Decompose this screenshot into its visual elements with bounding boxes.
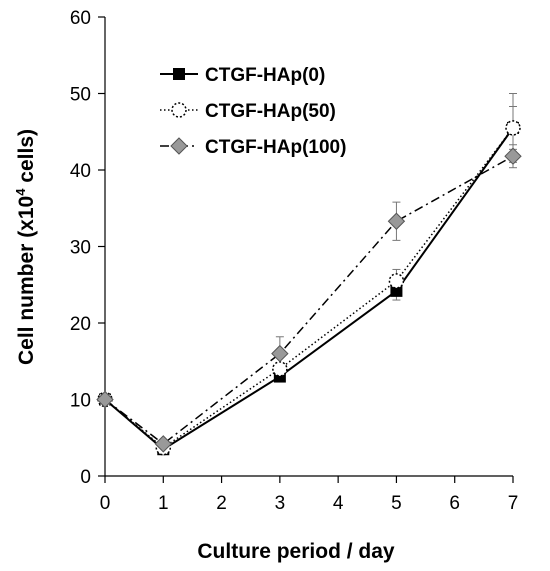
data-point-2	[96, 390, 114, 409]
legend-item-1: CTGF-HAp(50)	[160, 101, 336, 122]
legend-marker-0	[173, 68, 185, 80]
x-tick-label: 7	[508, 493, 519, 514]
data-point-2	[154, 435, 172, 453]
series-line-1	[104, 127, 514, 449]
data-point-2	[271, 344, 289, 363]
y-axis-label-superscript: 4	[13, 188, 28, 196]
y-tick-label: 20	[70, 314, 91, 335]
legend-label-0: CTGF-HAp(0)	[205, 65, 325, 86]
data-point-1	[388, 273, 405, 289]
data-point-2	[504, 147, 522, 165]
legend-label-2: CTGF-HAp(100)	[205, 137, 346, 158]
x-tick-label: 0	[100, 493, 111, 514]
data-point-2	[387, 212, 406, 230]
legend-marker-1	[171, 102, 187, 118]
y-tick-label: 50	[70, 85, 91, 106]
series-line-2	[104, 155, 514, 445]
x-tick-label: 1	[158, 493, 169, 514]
y-axis-label-main: Cell number (x10	[15, 196, 38, 365]
legend-item-2: CTGF-HAp(100)	[160, 137, 346, 158]
y-tick-label: 30	[70, 238, 91, 259]
data-point-1	[272, 361, 288, 377]
x-tick-label: 3	[275, 493, 286, 514]
x-tick-label: 6	[449, 493, 460, 514]
y-tick-label: 60	[70, 8, 91, 29]
y-tick-label: 40	[70, 161, 91, 182]
y-axis-label-end: cells)	[15, 129, 38, 189]
legend-label-1: CTGF-HAp(50)	[205, 101, 336, 122]
x-tick-label: 2	[216, 493, 227, 514]
y-axis-label: Cell number (x104 cells)	[13, 129, 38, 365]
axes: 0 10 20 30 40 50 60 0 1 2 3 4 5 6 7	[70, 8, 518, 514]
legend: CTGF-HAp(0) CTGF-HAp(50) CTGF-HAp(100)	[160, 65, 346, 158]
legend-item-0: CTGF-HAp(0)	[160, 65, 325, 86]
x-tick-label: 5	[391, 493, 402, 514]
y-tick-label: 0	[80, 467, 91, 488]
series-line-0	[104, 127, 514, 451]
y-tick-label: 10	[70, 391, 91, 412]
data-point-1	[505, 120, 521, 136]
legend-marker-2	[170, 137, 188, 155]
x-tick-label: 4	[333, 493, 344, 514]
x-axis-label: Culture period / day	[197, 540, 395, 563]
series-layer	[96, 93, 522, 456]
